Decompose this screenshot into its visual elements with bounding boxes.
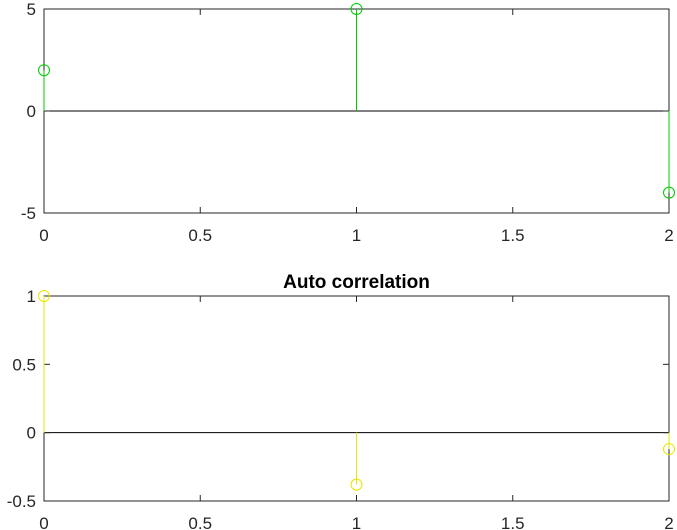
x-tick-label: 1.5 xyxy=(501,226,525,245)
x-tick-label: 2 xyxy=(664,226,673,245)
x-tick-label: 0 xyxy=(39,226,48,245)
x-tick-label: 1 xyxy=(352,514,361,530)
y-tick-label: 1 xyxy=(27,287,36,306)
y-tick-label: -0.5 xyxy=(7,492,36,511)
y-tick-label: 0 xyxy=(27,102,36,121)
stem-marker xyxy=(350,3,363,15)
stem-marker xyxy=(350,478,363,491)
y-tick-label: -5 xyxy=(21,204,36,223)
y-tick-label: 5 xyxy=(27,0,36,19)
stem-marker xyxy=(663,443,675,456)
x-tick-label: 1.5 xyxy=(501,514,525,530)
x-tick-label: 0.5 xyxy=(188,514,212,530)
x-tick-label: 0 xyxy=(39,514,48,530)
x-tick-label: 2 xyxy=(664,514,673,530)
stem-marker xyxy=(38,64,50,77)
x-tick-label: 1 xyxy=(352,226,361,245)
chart-1: 0 0.5 1 1.5 2-505 xyxy=(21,0,675,245)
stem-marker xyxy=(663,186,675,199)
stem-marker xyxy=(38,290,50,302)
y-tick-label: 0 xyxy=(27,424,36,443)
y-tick-label: 0.5 xyxy=(12,355,36,374)
chart-title: Auto correlation xyxy=(283,272,430,293)
x-tick-label: 0.5 xyxy=(188,226,212,245)
